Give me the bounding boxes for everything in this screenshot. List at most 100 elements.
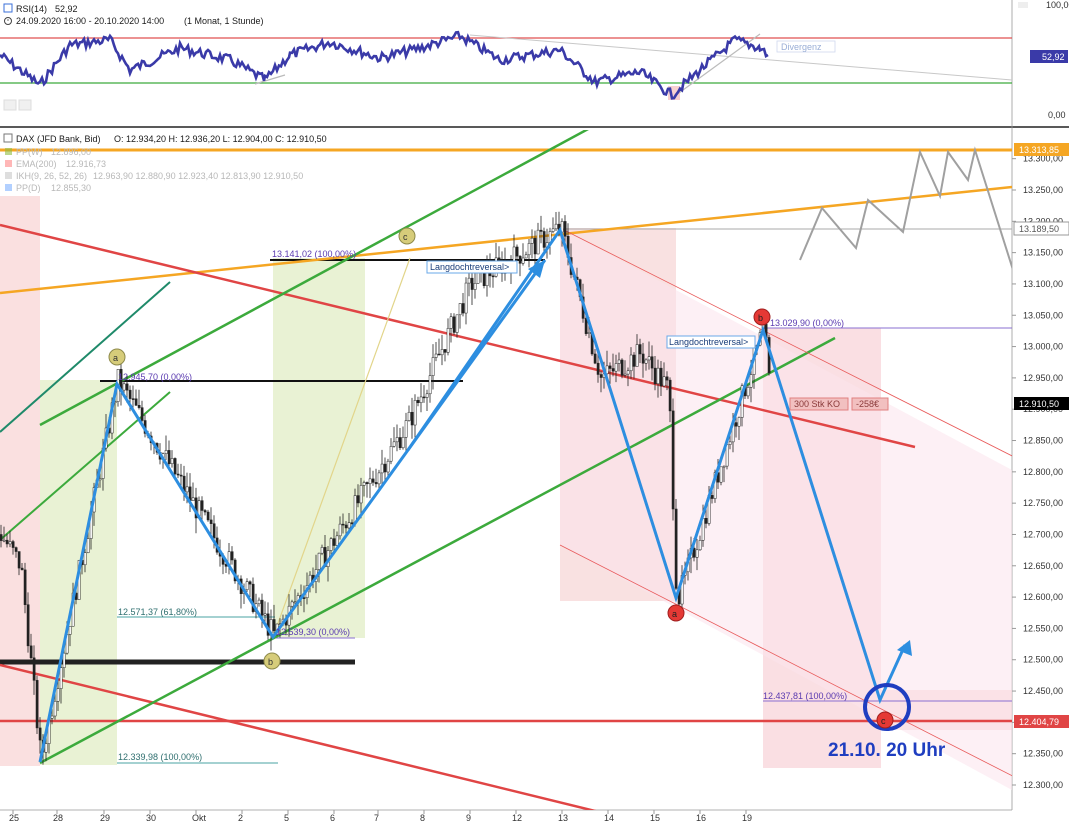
wave-labels: a b c a b c <box>108 227 894 729</box>
rsi-close-icon[interactable] <box>3 99 17 111</box>
candle-body <box>128 389 132 399</box>
time-tick-label: 8 <box>420 813 425 822</box>
legend-ppw-label: PP(W) <box>16 147 43 157</box>
candle-body <box>164 450 168 454</box>
candle-body <box>737 417 741 427</box>
candle-body <box>17 551 21 569</box>
candle-body <box>464 282 468 314</box>
elliott-wave-line[interactable] <box>38 226 907 763</box>
time-tick-label: 25 <box>9 813 19 822</box>
candle-body <box>704 518 708 524</box>
yellow-trendline[interactable] <box>272 257 411 638</box>
candle-body <box>668 379 672 412</box>
candle-body <box>230 551 234 561</box>
wave-arrow-line[interactable] <box>406 259 547 451</box>
price-axis[interactable]: 13.300,00 13.250,00 13.200,00 13.150,00 13.1… <box>1012 154 1063 790</box>
down-channel-top[interactable] <box>559 227 1040 470</box>
candle-body <box>59 667 63 689</box>
candle-body <box>593 353 597 364</box>
candle-body <box>554 223 558 230</box>
badge-last-text: 12.910,50 <box>1019 399 1059 409</box>
candle-body <box>359 485 363 504</box>
candle-body <box>641 353 645 364</box>
candle-body <box>374 482 378 485</box>
time-tick-label: 14 <box>604 813 614 822</box>
wave-arrow-icon-2 <box>897 640 912 656</box>
badge-support-text: 12.404,79 <box>1019 717 1059 727</box>
red-trendline-1[interactable] <box>0 223 916 449</box>
price-tick-label: 12.750,00 <box>1023 498 1063 508</box>
candle-body <box>749 374 753 388</box>
candle-body <box>671 410 675 510</box>
order-tag[interactable] <box>789 397 849 411</box>
candle-body <box>248 581 252 585</box>
down-channel-bottom[interactable] <box>559 544 1040 790</box>
candle-body <box>251 583 255 612</box>
price-tick-label: 13.100,00 <box>1023 279 1063 289</box>
divergence-label: Divergenz <box>781 42 822 52</box>
price-badges: 13.313,85 13.189,50 12.910,50 12.404,79 <box>1013 143 1069 728</box>
rsi-maximize-icon[interactable] <box>18 99 32 111</box>
price-tick-label: 13.250,00 <box>1023 185 1063 195</box>
candle-body <box>344 524 348 529</box>
candle-body <box>293 601 297 604</box>
red-trendline-2[interactable] <box>0 663 640 822</box>
price-tick-label: 12.600,00 <box>1023 592 1063 602</box>
candle-body <box>245 581 249 591</box>
wave-label-b2[interactable] <box>753 308 771 326</box>
target-ring[interactable] <box>863 683 911 731</box>
projection-path[interactable] <box>799 146 1020 292</box>
candle-body <box>233 559 237 582</box>
wave-label-b1[interactable] <box>263 652 281 670</box>
reversal-tag-2[interactable] <box>666 335 756 349</box>
wave-label-c1[interactable] <box>398 227 416 245</box>
main-checkbox-icon[interactable] <box>3 133 13 143</box>
time-tick-label: 9 <box>466 813 471 822</box>
candle-body <box>623 373 627 376</box>
candle-body <box>536 229 540 255</box>
rsi-divergence-line[interactable] <box>671 33 761 99</box>
wave-label-a1[interactable] <box>108 348 126 366</box>
green-trend-short-1[interactable] <box>0 281 171 433</box>
rsi-trendline-2[interactable] <box>254 74 286 85</box>
rsi-current-badge <box>1030 50 1068 63</box>
price-tick-label: 12.500,00 <box>1023 655 1063 665</box>
candle-body <box>23 569 27 605</box>
order-value-tag[interactable] <box>851 397 889 411</box>
panel-menu-icon[interactable] <box>1018 2 1028 8</box>
badge-last <box>1014 397 1069 410</box>
candle-body <box>83 552 87 566</box>
candle-body <box>317 552 321 570</box>
rsi-trendline[interactable] <box>469 34 1012 81</box>
time-axis[interactable]: 25 28 29 30 Okt 2 5 6 7 8 9 12 13 14 15 16 19 <box>9 810 752 822</box>
candle-body <box>455 314 459 333</box>
candle-body <box>425 393 429 398</box>
wave-label-a2[interactable] <box>667 604 685 622</box>
green-channel-bottom[interactable] <box>39 336 836 765</box>
time-tick-label: 12 <box>512 813 522 822</box>
candle-body <box>443 349 447 353</box>
candle-body <box>695 549 699 558</box>
orange-trendline[interactable] <box>0 185 1012 295</box>
candle-body <box>350 522 354 524</box>
green-channel-top[interactable] <box>39 128 590 427</box>
candle-body <box>383 463 387 473</box>
order-value: -258€ <box>856 399 879 409</box>
candle-body <box>518 255 522 264</box>
wave-label-c2-text: c <box>881 716 886 726</box>
candle-body <box>635 344 639 367</box>
candle-body <box>203 510 207 513</box>
divergence-tag[interactable] <box>776 40 836 53</box>
reversal-tag-1[interactable] <box>426 260 518 274</box>
candle-body <box>347 522 351 529</box>
badge-support <box>1014 715 1069 728</box>
candle-body <box>665 376 669 381</box>
price-tick-label: 12.450,00 <box>1023 686 1063 696</box>
candle-body <box>452 316 456 333</box>
wave-label-c2[interactable] <box>876 711 894 729</box>
candle-body <box>2 539 6 542</box>
time-tick-label: 2 <box>238 813 243 822</box>
candle-body <box>404 420 408 438</box>
rsi-checkbox-icon[interactable] <box>3 3 13 13</box>
